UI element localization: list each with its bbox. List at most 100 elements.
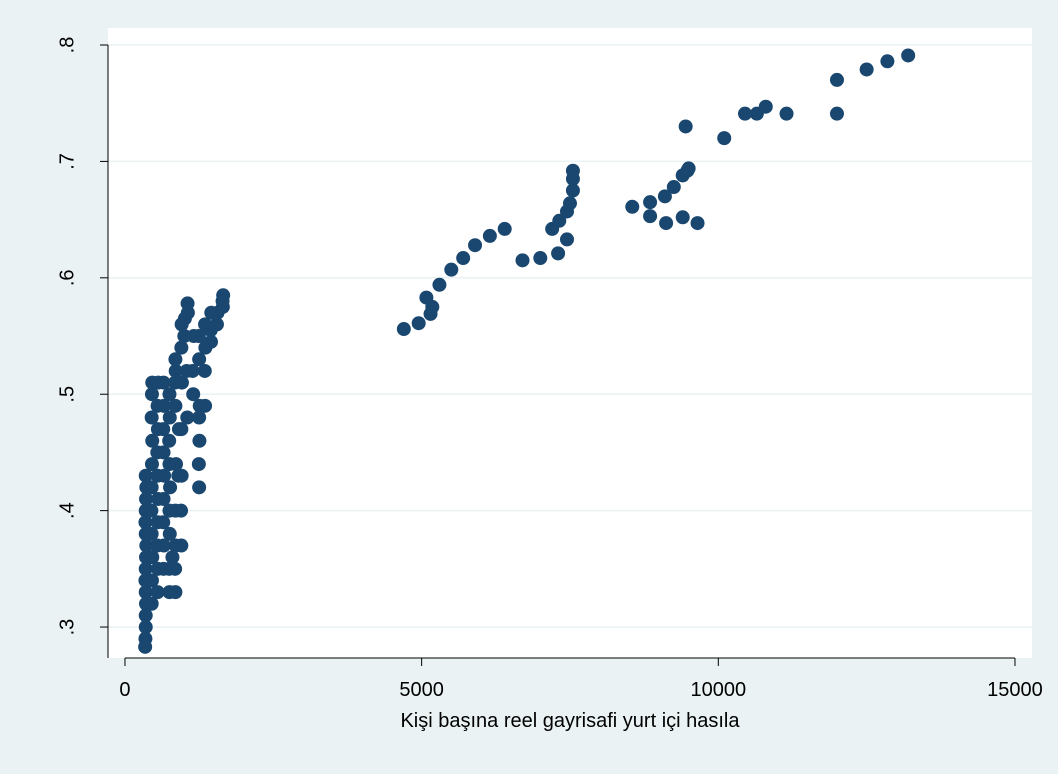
point	[180, 296, 195, 311]
point	[138, 620, 153, 635]
point	[562, 196, 577, 211]
point	[139, 538, 154, 553]
point	[198, 398, 213, 413]
point	[162, 410, 177, 425]
point	[456, 251, 471, 266]
point	[156, 422, 171, 437]
y-tick-label: .3	[56, 619, 78, 636]
point	[144, 573, 159, 588]
x-tick-label: 10000	[690, 679, 746, 701]
point	[678, 119, 693, 134]
point	[139, 491, 154, 506]
point	[174, 375, 189, 390]
point	[138, 585, 153, 600]
point	[829, 106, 844, 121]
point	[681, 161, 696, 176]
point	[666, 180, 681, 195]
point	[171, 422, 186, 437]
point	[192, 352, 207, 367]
point	[191, 329, 206, 344]
point	[659, 216, 674, 231]
point	[829, 72, 844, 87]
point	[432, 277, 447, 292]
point	[396, 322, 411, 337]
point	[560, 232, 575, 247]
point	[163, 480, 178, 495]
point	[144, 596, 159, 611]
point	[197, 363, 212, 378]
point	[144, 480, 159, 495]
point	[171, 468, 186, 483]
point	[186, 387, 201, 402]
plot-area	[108, 28, 1032, 658]
point	[177, 311, 192, 326]
point	[779, 106, 794, 121]
point	[144, 457, 159, 472]
point	[168, 363, 183, 378]
point	[738, 106, 753, 121]
point	[675, 210, 690, 225]
point	[138, 631, 153, 646]
y-tick-label: .7	[56, 153, 78, 170]
point	[157, 468, 172, 483]
point	[156, 491, 171, 506]
point	[497, 221, 512, 236]
point	[533, 251, 548, 266]
point	[717, 131, 732, 146]
point	[156, 515, 171, 530]
point	[138, 468, 153, 483]
point	[425, 299, 440, 314]
y-tick-label: .6	[56, 269, 78, 286]
point	[174, 340, 189, 355]
point	[515, 253, 530, 268]
point	[690, 216, 705, 231]
point	[625, 199, 640, 214]
point	[216, 288, 231, 303]
point	[168, 398, 183, 413]
point	[145, 550, 160, 565]
y-tick-label: .8	[56, 37, 78, 54]
point	[880, 54, 895, 69]
point	[144, 387, 159, 402]
point	[150, 585, 165, 600]
point	[162, 526, 177, 541]
point	[758, 99, 773, 114]
point	[138, 561, 153, 576]
point	[192, 480, 207, 495]
point	[168, 585, 183, 600]
y-tick-label: .4	[56, 502, 78, 519]
point	[144, 410, 159, 425]
point	[192, 410, 207, 425]
point	[165, 550, 180, 565]
point	[162, 387, 177, 402]
point	[901, 48, 916, 63]
point	[145, 433, 160, 448]
point	[168, 457, 183, 472]
y-tick-label: .5	[56, 386, 78, 403]
point	[144, 503, 159, 518]
point	[192, 433, 207, 448]
point	[552, 213, 567, 228]
point	[168, 352, 183, 367]
point	[162, 433, 177, 448]
point	[185, 363, 200, 378]
point	[657, 189, 672, 204]
point	[174, 503, 189, 518]
point	[444, 262, 459, 277]
point	[551, 246, 566, 261]
point	[156, 445, 171, 460]
point	[138, 515, 153, 530]
point	[156, 538, 171, 553]
point	[411, 316, 426, 331]
point	[565, 183, 580, 198]
point	[156, 398, 171, 413]
point	[643, 195, 658, 210]
point	[156, 375, 171, 390]
point	[174, 538, 189, 553]
point	[191, 457, 206, 472]
point	[482, 228, 497, 243]
point	[565, 163, 580, 178]
point	[204, 334, 219, 349]
point	[138, 608, 153, 623]
